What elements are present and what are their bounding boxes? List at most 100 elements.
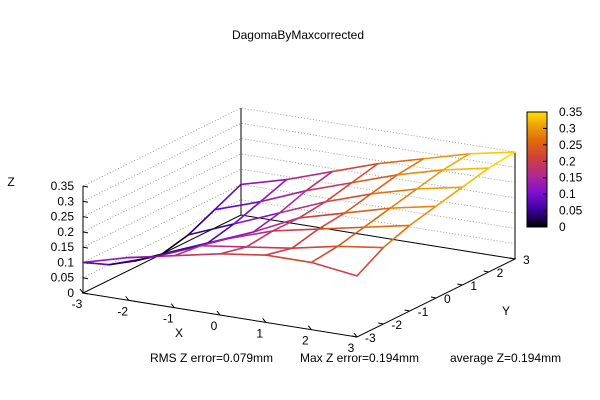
x-tick: [353, 332, 358, 338]
mesh-line-x: [377, 157, 425, 165]
mesh-line-y: [370, 173, 399, 195]
colorbar: 0 0.05 0.1 0.15 0.2 0.25 0.3 0.35: [526, 105, 583, 234]
z-tick-label: 0.3: [57, 194, 74, 208]
colorbar-tick-label: 0: [559, 220, 566, 234]
tick-labels: 00.050.10.150.20.250.30.35-3-2-10123-3-2…: [51, 179, 530, 355]
mesh-line-x: [468, 151, 516, 155]
y-tick-label: -1: [418, 305, 429, 319]
x-tick-label: -2: [117, 304, 128, 318]
x-tick: [79, 288, 84, 294]
axes-box: [79, 108, 517, 338]
mesh-line-y: [259, 178, 288, 203]
z-tick: [82, 200, 89, 203]
mesh-line-y: [317, 212, 346, 230]
mesh-line-y: [389, 188, 418, 209]
mesh-line-x: [259, 189, 307, 203]
z-axis-label: Z: [7, 175, 14, 189]
colorbar-tick-label: 0.05: [559, 204, 583, 218]
z-tick-label: 0.05: [51, 271, 75, 285]
z-tick-label: 0: [67, 286, 74, 300]
z-tick: [82, 185, 89, 188]
x-tick: [216, 310, 221, 316]
y-axis-label: Y: [502, 304, 510, 318]
mesh-line-x: [350, 173, 399, 184]
colorbar-tick-label: 0.2: [559, 154, 576, 168]
chart-title: DagomaByMaxcorrected: [232, 28, 364, 42]
mesh-line-x: [278, 201, 327, 214]
y-tick-label: -2: [391, 318, 402, 332]
mesh-line-x: [415, 186, 464, 190]
colorbar-tick-label: 0.1: [559, 187, 576, 201]
y-tick: [430, 296, 437, 299]
mesh-line-x: [233, 212, 281, 225]
mesh-line-x: [264, 254, 313, 264]
y-tick: [457, 283, 463, 286]
y-tick-label: 0: [444, 292, 451, 306]
z-gridlines: [82, 107, 516, 294]
mesh-line-x: [363, 224, 411, 229]
mesh-line-x: [396, 169, 444, 176]
mesh-line-x: [422, 153, 471, 160]
z-tick-label: 0.25: [51, 210, 75, 224]
mesh-line-y: [154, 249, 183, 258]
mesh-line-y: [180, 242, 209, 251]
mesh-line-y: [226, 231, 255, 240]
mesh-line-x: [240, 178, 288, 186]
colorbar-tick-label: 0.3: [559, 121, 576, 135]
y-tick: [351, 335, 358, 338]
mesh-line-x: [389, 205, 437, 209]
mesh-line-y: [199, 238, 228, 247]
mesh-line-y: [245, 230, 274, 248]
mesh-line-x: [298, 212, 346, 219]
mesh-line-y: [356, 246, 385, 277]
x-tick-label: 0: [211, 319, 218, 333]
y-tick-label: 1: [470, 279, 477, 293]
mesh-line-y: [213, 183, 242, 211]
x-tick-label: -3: [72, 297, 83, 311]
colorbar-tick-label: 0.15: [559, 171, 583, 185]
mesh-line-y: [127, 255, 156, 259]
mesh-line-x: [187, 223, 235, 236]
mesh-line-x: [336, 245, 385, 249]
x-tick-label: 1: [256, 326, 263, 340]
mesh-line-x: [245, 246, 293, 249]
mesh-line-y: [363, 207, 392, 229]
colorbar-tick-label: 0.35: [559, 105, 583, 119]
mesh-line-y: [324, 181, 353, 203]
mesh-line-x: [442, 167, 490, 171]
z-tick-label: 0.2: [57, 225, 74, 239]
mesh-line-x: [305, 181, 353, 192]
mesh-line-y: [291, 228, 320, 249]
x-tick: [170, 303, 175, 308]
y-tick: [404, 309, 410, 312]
y-tick-label: -3: [365, 331, 376, 345]
mesh-line-x: [310, 261, 358, 277]
mesh-line-y: [278, 189, 307, 214]
mesh-line-y: [442, 153, 471, 171]
mesh-line-x: [199, 244, 248, 248]
z-gridline: [82, 214, 516, 294]
mesh-line-y: [264, 247, 293, 256]
z-tick-label: 0.1: [57, 255, 74, 269]
mesh-line-y: [487, 151, 516, 169]
mesh-line-y: [336, 226, 365, 248]
x-tick-label: 2: [302, 334, 309, 348]
mesh-line-x: [370, 188, 418, 195]
y-tick: [509, 257, 516, 260]
mesh-line-x: [285, 170, 334, 181]
mesh-line-y: [252, 212, 281, 233]
x-tick: [125, 296, 130, 301]
mesh-line-y: [173, 244, 202, 257]
mesh-line-y: [187, 208, 216, 236]
mesh-line-x: [331, 162, 379, 173]
mesh-line-y: [161, 234, 190, 255]
mesh-line-y: [305, 170, 334, 192]
mesh-line-x: [219, 253, 267, 256]
mesh-line-y: [206, 223, 235, 244]
z-tick-label: 0.15: [51, 240, 75, 254]
mesh-line-y: [310, 245, 339, 264]
z-tick: [82, 277, 89, 280]
z-tick: [82, 231, 89, 234]
mesh-line-x: [343, 207, 392, 214]
mesh-line-y: [382, 224, 411, 249]
